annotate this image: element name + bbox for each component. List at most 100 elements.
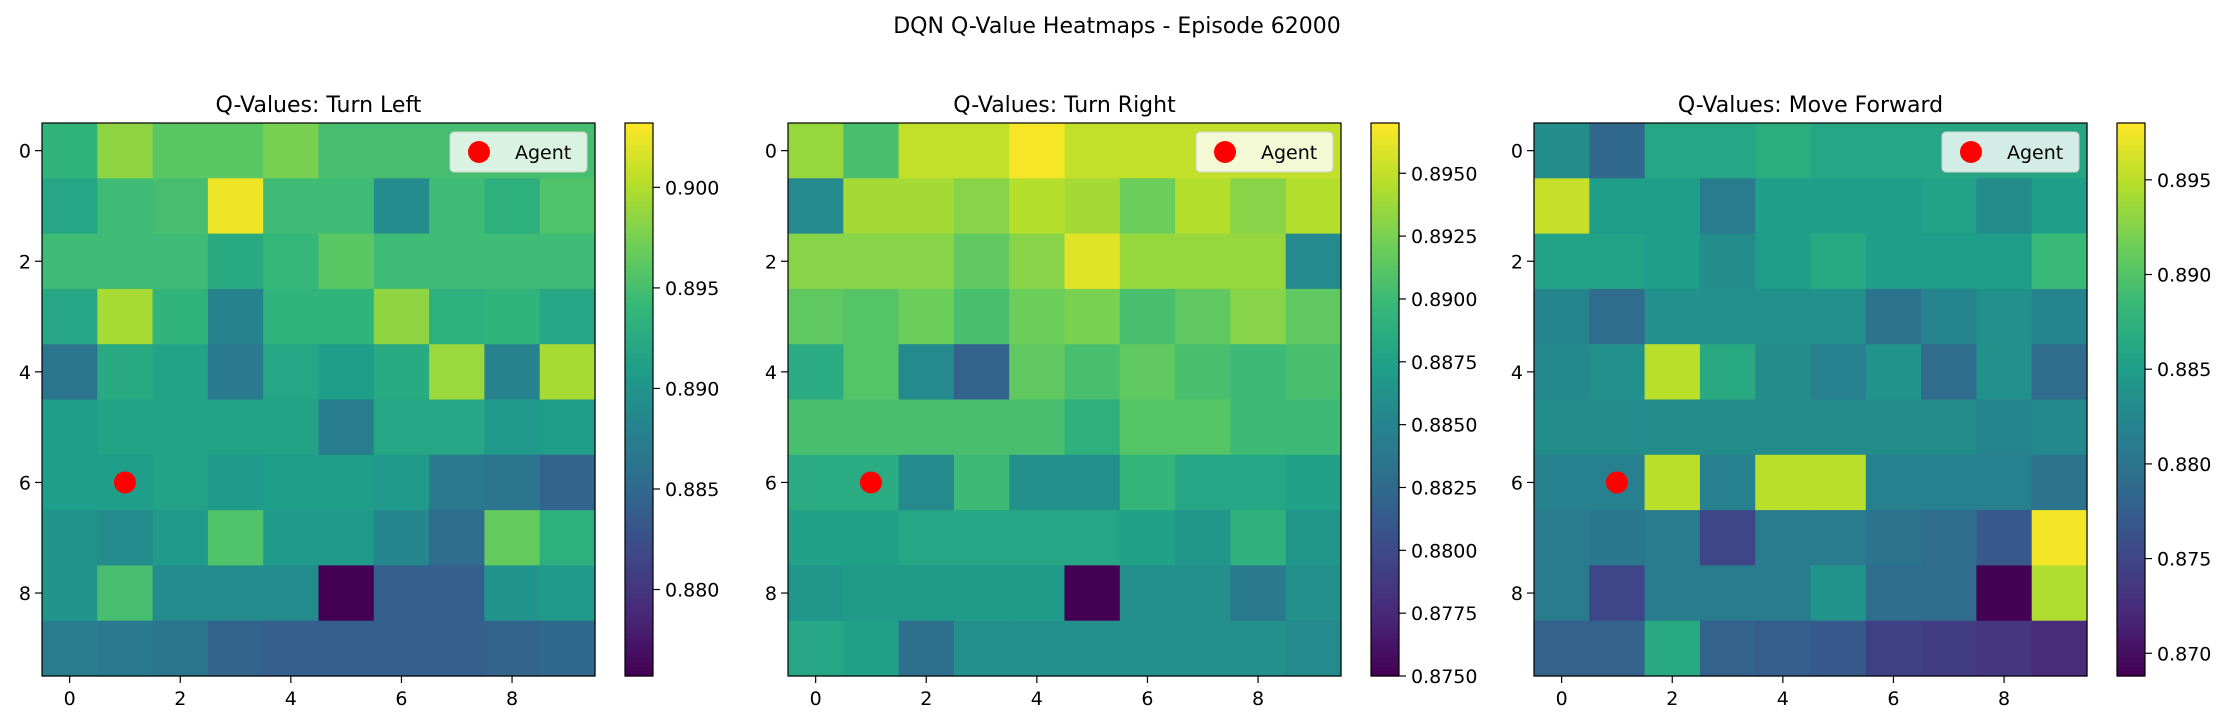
heatmap-cell [843, 288, 900, 345]
heatmap-cell [1921, 233, 1977, 290]
heatmap-cell [1285, 620, 1342, 677]
heatmap-cell [1865, 510, 1922, 566]
colorbar-segment [1371, 279, 1399, 285]
heatmap-cell [263, 178, 320, 235]
colorbar-segment [625, 353, 653, 359]
x-tick-label: 6 [395, 688, 407, 710]
colorbar-segment [625, 583, 653, 590]
colorbar-segment [2117, 150, 2145, 156]
heatmap-cell [42, 123, 98, 179]
heatmap-cell [788, 123, 844, 179]
colorbar-segment [2117, 293, 2145, 299]
colorbar-segment [2117, 155, 2145, 161]
heatmap-cell [1810, 178, 1867, 235]
heatmap-cell [1064, 178, 1121, 235]
colorbar-segment [1371, 427, 1399, 433]
heatmap-cell [152, 510, 209, 566]
colorbar-segment [625, 215, 653, 221]
panel-title: Q-Values: Move Forward [1678, 93, 1943, 118]
heatmap-cell [207, 399, 264, 456]
colorbar-tick-label: 0.8925 [1411, 226, 1477, 248]
colorbar-segment [625, 528, 653, 534]
heatmap-cell [1230, 565, 1287, 622]
heatmap-cell [484, 344, 541, 401]
heatmap-cell [1589, 565, 1646, 622]
plot-frame [1533, 122, 2088, 677]
colorbar-segment [625, 261, 653, 267]
heatmap-cell [1230, 399, 1287, 456]
heatmap-cell [1119, 233, 1176, 290]
heatmap-cell [97, 565, 154, 622]
colorbar-segment [1371, 261, 1399, 267]
colorbar-segment [1371, 611, 1399, 617]
colorbar-segment [625, 445, 653, 451]
colorbar-segment [625, 510, 653, 516]
heatmap-cell [1865, 344, 1922, 401]
heatmap-cell [429, 454, 485, 511]
colorbar-segment [2117, 662, 2145, 668]
colorbar-segment [2117, 657, 2145, 663]
colorbar-segment [1371, 334, 1399, 341]
heatmap-cell [1865, 454, 1922, 511]
colorbar-segment [1371, 302, 1399, 308]
colorbar-segment [1371, 413, 1399, 419]
y-tick-label: 0 [19, 141, 31, 163]
heatmap-cell [953, 454, 1010, 511]
colorbar-segment [1371, 473, 1399, 479]
colorbar-segment [625, 150, 653, 156]
heatmap-cell [788, 344, 844, 401]
colorbar-segment [2117, 284, 2145, 290]
legend-box [1195, 131, 1334, 173]
colorbar-segment [1371, 169, 1399, 175]
colorbar-segment [625, 514, 653, 520]
colorbar-segment [1371, 141, 1399, 147]
heatmap-cell [1699, 123, 1756, 179]
colorbar-segment [1371, 164, 1399, 170]
heatmap-cell [1865, 288, 1922, 345]
heatmap-cell [373, 288, 430, 345]
colorbar-segment [2117, 330, 2145, 336]
heatmap-cell [1976, 620, 2033, 677]
heatmap-cell [1699, 178, 1756, 235]
heatmap-cell [1119, 344, 1176, 401]
figure-title: DQN Q-Value Heatmaps - Episode 62000 [893, 14, 1341, 39]
heatmap-cell [373, 344, 430, 401]
colorbar-segment [2117, 252, 2145, 258]
heatmap-cell [373, 123, 430, 179]
heatmap-cell [1755, 620, 1812, 677]
heatmap-cell [1921, 510, 1977, 566]
heatmap-cell [1755, 565, 1812, 622]
heatmap-cell [1589, 123, 1646, 179]
heatmap-cell [42, 510, 98, 566]
colorbar-segment [1371, 662, 1399, 668]
heatmap-cell [152, 344, 209, 401]
colorbar-segment [625, 639, 653, 645]
heatmap-cell [788, 620, 844, 677]
colorbar-segment [1371, 556, 1399, 562]
colorbar-segment [1371, 348, 1399, 355]
colorbar-segment [1371, 574, 1399, 580]
colorbar-segment [2117, 551, 2145, 557]
heatmap-cell [429, 233, 485, 290]
colorbar-segment [625, 219, 653, 225]
colorbar-segment [625, 298, 653, 304]
colorbar-tick-label: 0.8875 [1411, 352, 1477, 374]
colorbar-segment [2117, 523, 2145, 530]
colorbar-segment [625, 671, 653, 677]
heatmap-cell [318, 344, 375, 401]
heatmap-cell [1064, 344, 1121, 401]
colorbar-segment [625, 468, 653, 474]
colorbar-segment [1371, 519, 1399, 525]
colorbar-segment [1371, 192, 1399, 198]
heatmap-cell [1064, 233, 1121, 290]
colorbar-segment [1371, 385, 1399, 391]
heatmap-cell [1644, 565, 1701, 622]
colorbar-segment [2117, 367, 2145, 373]
heatmap-cell [318, 620, 375, 677]
x-tick-label: 4 [1777, 688, 1789, 710]
colorbar-segment [1371, 496, 1399, 502]
heatmap-cell [318, 454, 375, 511]
colorbar-segment [1371, 394, 1399, 401]
colorbar-segment [625, 141, 653, 147]
colorbar-segment [625, 159, 653, 166]
